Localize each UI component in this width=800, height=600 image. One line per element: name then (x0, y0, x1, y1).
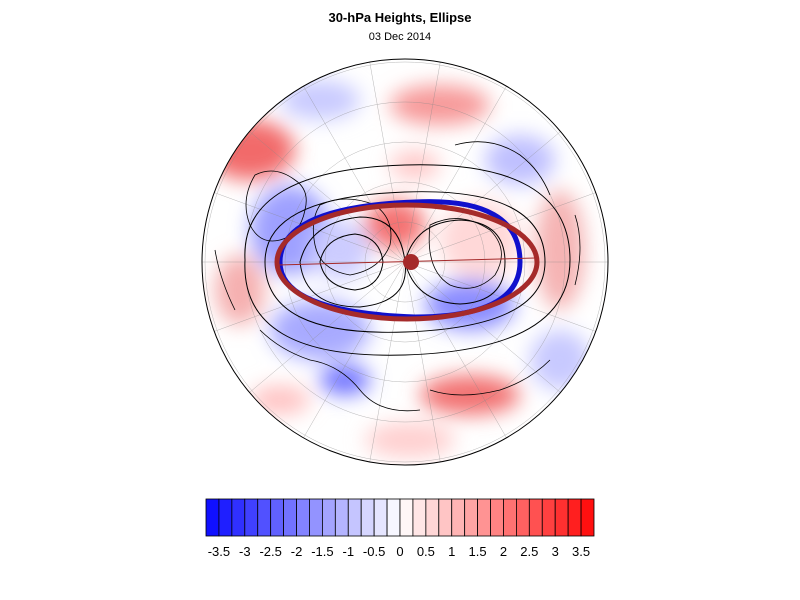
colorbar-cell (244, 498, 259, 537)
colorbar-tick-label: 3.5 (572, 544, 590, 559)
colorbar-cell (347, 498, 362, 537)
colorbar-cell (516, 498, 530, 537)
colorbar-tick-label: 3 (552, 544, 559, 559)
colorbar-cell (386, 498, 401, 537)
colorbar-cell (554, 498, 569, 537)
colorbar-tick-label: 2.5 (520, 544, 538, 559)
colorbar-tick-label: -2.5 (259, 544, 281, 559)
colorbar-cell (309, 498, 323, 537)
center-marker (403, 254, 419, 270)
colorbar-cell (464, 498, 478, 537)
colorbar-cell (373, 498, 388, 537)
colorbar-tick-label: -3 (239, 544, 251, 559)
colorbar-cell (270, 498, 284, 537)
colorbar-cell (567, 498, 582, 537)
colorbar-cell (334, 498, 349, 537)
colorbar-cell (205, 498, 220, 537)
anomaly-patches (205, 80, 590, 458)
colorbar-tick-label: -2 (291, 544, 303, 559)
colorbar-cell (296, 498, 310, 537)
colorbar-cell (451, 498, 466, 537)
colorbar-tick-label: 1.5 (469, 544, 487, 559)
map-title: 30-hPa Heights, Ellipse (328, 10, 472, 25)
map-date: 03 Dec 2014 (368, 31, 432, 43)
map-border (201, 58, 609, 466)
colorbar-cell (541, 498, 556, 537)
colorbar-tick-label: -3.5 (208, 544, 230, 559)
colorbar-cell (399, 498, 414, 537)
colorbar-cell (580, 498, 595, 537)
climatology-ellipse (274, 202, 540, 322)
colorbar-cell (425, 498, 440, 537)
colorbar-cells (205, 498, 595, 537)
colorbar-tick-label: -1.5 (311, 544, 333, 559)
colorbar-cell (528, 498, 543, 537)
anomaly-field (202, 59, 608, 465)
colorbar-tick-label: -1 (342, 544, 354, 559)
colorbar-cell (283, 498, 297, 537)
colorbar-tick-label: 0 (396, 544, 403, 559)
colorbar-cell (218, 498, 233, 537)
colorbar-labels: -3.5 -3 -2.5 -2 -1.5 -1 -0.5 0 0.5 1 1.5 2 2.5 3 3.5 (208, 544, 590, 559)
colorbar-tick-label: 1 (448, 544, 455, 559)
colorbar-cell (231, 498, 246, 537)
polar-map (201, 58, 609, 466)
colorbar-cell (490, 498, 504, 537)
colorbar-cell (477, 498, 491, 537)
colorbar-cell (360, 498, 375, 537)
colorbar-tick-label: 2 (500, 544, 507, 559)
colorbar-cell (438, 498, 453, 537)
colorbar-cell (503, 498, 517, 537)
colorbar-tick-label: 0.5 (417, 544, 435, 559)
colorbar-cell (321, 498, 336, 537)
colorbar-cell (412, 498, 427, 537)
colorbar-tick-label: -0.5 (363, 544, 385, 559)
colorbar-cell (257, 498, 272, 537)
